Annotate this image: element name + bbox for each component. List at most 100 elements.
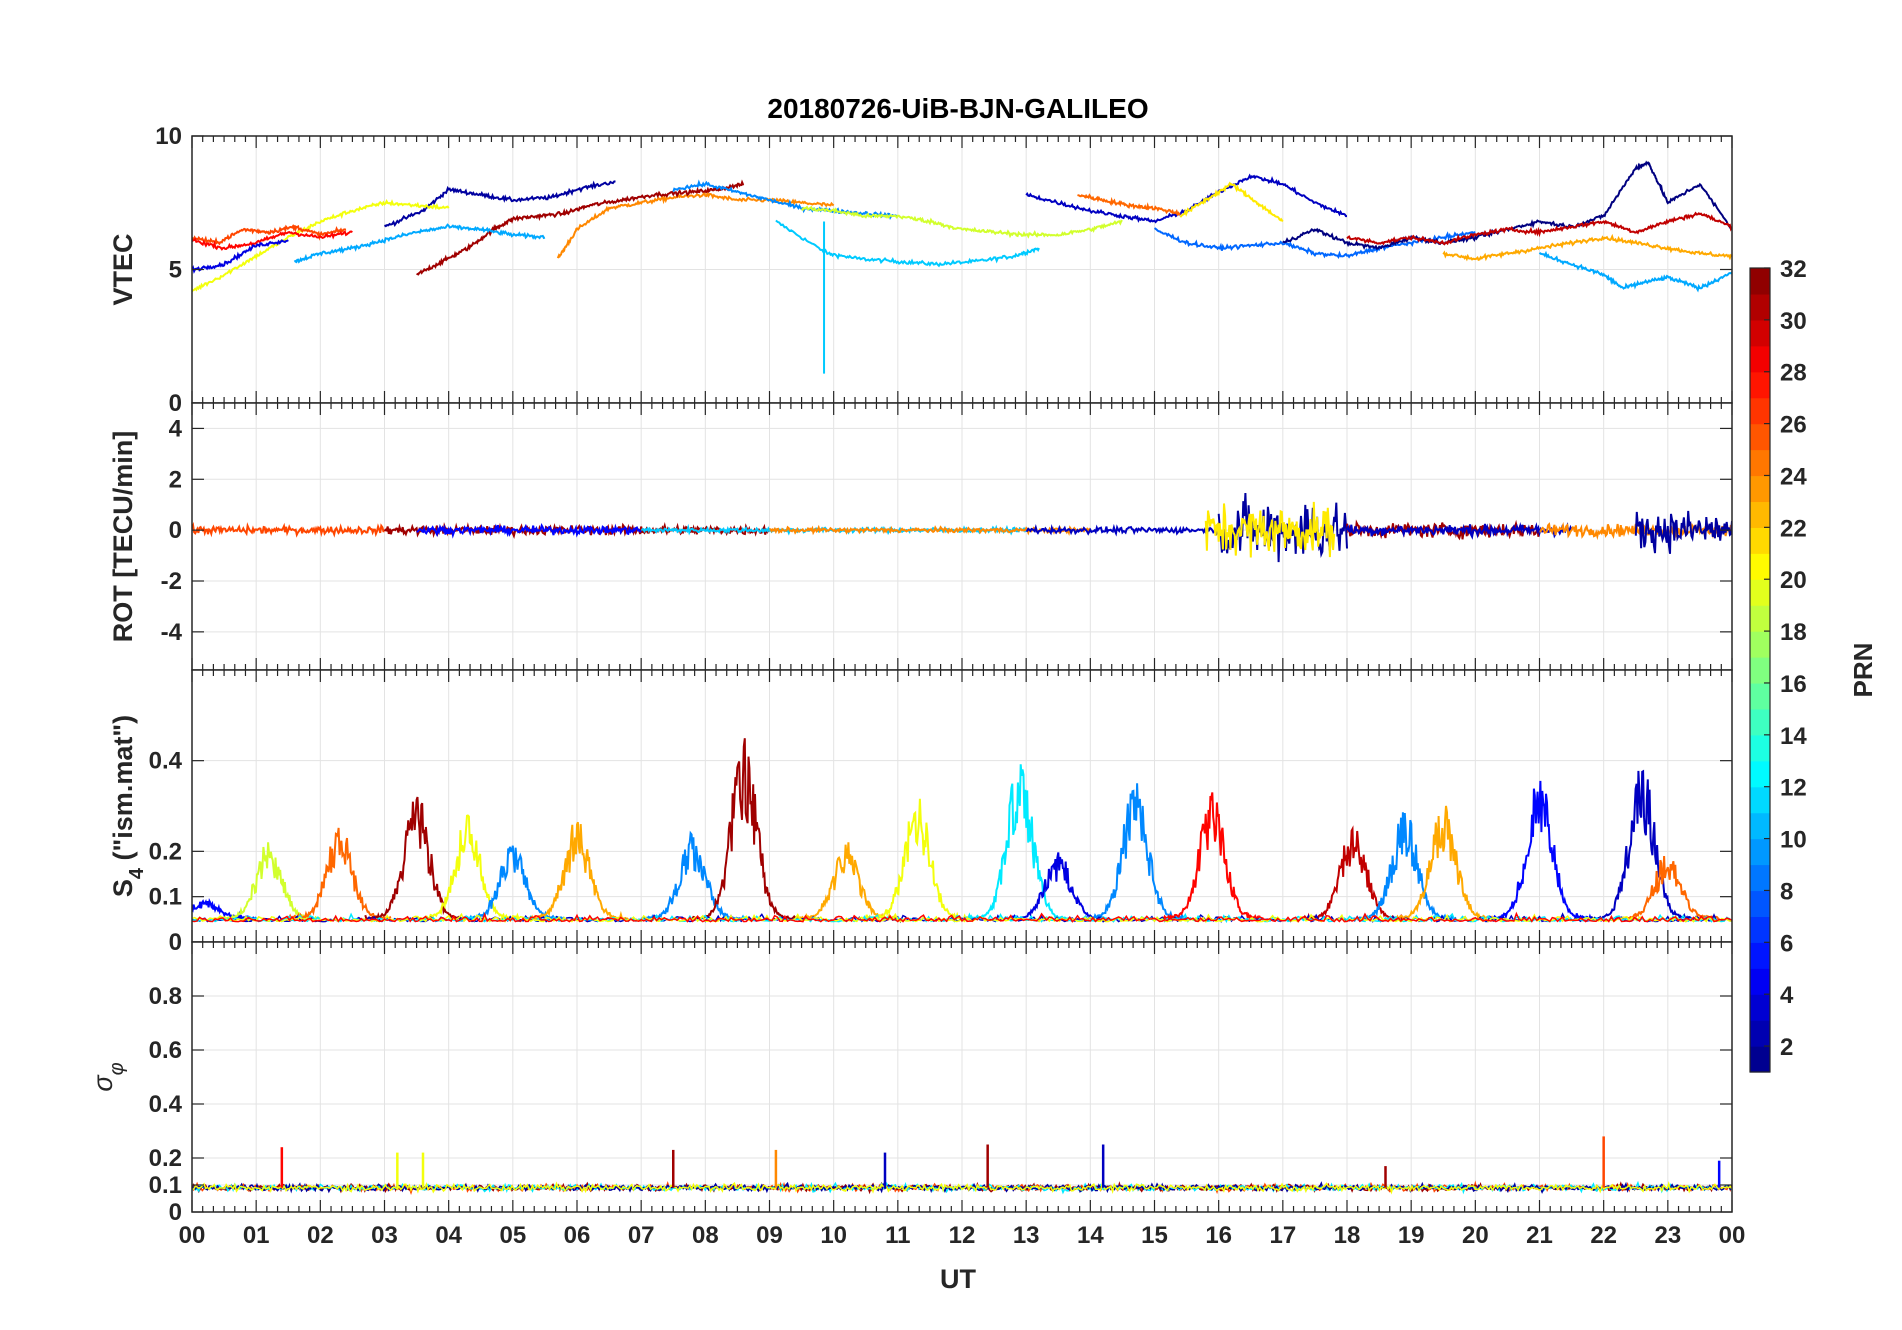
x-tick-label: 00 bbox=[179, 1222, 206, 1249]
colorbar-tick-label: 16 bbox=[1780, 671, 1807, 698]
colorbar-swatch bbox=[1750, 968, 1770, 995]
x-tick-label: 09 bbox=[756, 1222, 783, 1249]
x-tick-label: 08 bbox=[692, 1222, 719, 1249]
colorbar-swatch bbox=[1750, 268, 1770, 295]
x-tick-label: 23 bbox=[1654, 1222, 1681, 1249]
y-tick-label: 0 bbox=[169, 1199, 182, 1226]
colorbar-swatch bbox=[1750, 682, 1770, 710]
y-tick-label: 0.2 bbox=[149, 1145, 182, 1172]
vtec-series-prn-8 bbox=[1153, 227, 1476, 260]
rot-series-prn-5 bbox=[416, 523, 642, 539]
colorbar-swatch bbox=[1750, 397, 1770, 425]
colorbar-swatch bbox=[1750, 423, 1770, 451]
rot-series-prn-26 bbox=[192, 521, 385, 538]
vtec-series-prn-20 bbox=[192, 199, 450, 293]
colorbar-swatch bbox=[1750, 1046, 1770, 1073]
s4-event-prn-25 bbox=[1616, 855, 1720, 922]
colorbar-swatch bbox=[1750, 786, 1770, 814]
colorbar-swatch bbox=[1750, 553, 1770, 580]
colorbar-swatch bbox=[1750, 371, 1770, 399]
colorbar-swatch bbox=[1750, 293, 1770, 321]
chart-title: 20180726-UiB-BJN-GALILEO bbox=[767, 93, 1148, 124]
y-tick-label: -4 bbox=[161, 619, 183, 646]
colorbar-tick-label: 22 bbox=[1780, 515, 1807, 542]
colorbar-frame bbox=[1749, 267, 1771, 1073]
colorbar-swatch bbox=[1750, 605, 1770, 632]
s4-event-prn-5 bbox=[1487, 780, 1592, 921]
x-tick-label: 01 bbox=[243, 1222, 270, 1249]
y-axis-label-main: σ bbox=[88, 1074, 118, 1092]
colorbar-swatch bbox=[1750, 890, 1770, 917]
vtec-series-prn-28 bbox=[192, 230, 353, 251]
x-tick-label: 22 bbox=[1590, 1222, 1617, 1249]
colorbar-swatch bbox=[1750, 994, 1770, 1021]
colorbar-swatch bbox=[1750, 345, 1770, 373]
y-axis-label-s4: S4 ("ism.mat") bbox=[108, 715, 148, 897]
x-tick-label: 12 bbox=[949, 1222, 976, 1249]
vtec-series-prn-23 bbox=[1442, 233, 1732, 262]
colorbar-label: PRN bbox=[1848, 643, 1878, 698]
x-tick-label: 02 bbox=[307, 1222, 334, 1249]
x-tick-label: 16 bbox=[1205, 1222, 1232, 1249]
s4-event-prn-25 bbox=[287, 827, 392, 921]
y-tick-label: 0.8 bbox=[149, 983, 182, 1010]
y-tick-label: 10 bbox=[155, 123, 182, 150]
x-tick-label: 03 bbox=[371, 1222, 398, 1249]
colorbar-swatch bbox=[1750, 449, 1770, 477]
colorbar-tick-label: 26 bbox=[1780, 412, 1807, 439]
colorbar-swatch bbox=[1750, 838, 1770, 866]
colorbar-swatch bbox=[1750, 812, 1770, 840]
colorbar-tick-label: 8 bbox=[1780, 878, 1793, 905]
x-tick-label: 07 bbox=[628, 1222, 655, 1249]
x-tick-label: 20 bbox=[1462, 1222, 1489, 1249]
vtec-series-prn-25 bbox=[1077, 193, 1181, 217]
s4-event-prn-28 bbox=[1160, 792, 1264, 922]
y-tick-label: 0.6 bbox=[149, 1037, 182, 1064]
y-axis-label-sigma: σφ bbox=[88, 1062, 128, 1091]
vtec-series-prn-31 bbox=[416, 179, 745, 276]
colorbar-tick-label: 2 bbox=[1780, 1034, 1793, 1061]
panel-rot: -4 -2 0 2 4 ROT [TECU/min] bbox=[108, 402, 1733, 671]
x-tick-label: 04 bbox=[435, 1222, 462, 1249]
colorbar-swatch bbox=[1750, 475, 1770, 503]
s4-event-prn-9 bbox=[640, 830, 745, 922]
colorbar-swatch bbox=[1750, 1020, 1770, 1047]
panel-vtec: 0 5 10 VTEC bbox=[108, 123, 1733, 417]
y-tick-label: 0.2 bbox=[149, 838, 182, 865]
x-tick-label: 06 bbox=[564, 1222, 591, 1249]
colorbar-swatch bbox=[1750, 501, 1770, 528]
vtec-series-prn-26 bbox=[192, 224, 347, 246]
y-axis-label-sub: φ bbox=[106, 1062, 128, 1075]
y-tick-label: 0.1 bbox=[149, 884, 182, 911]
y-tick-label: 0.4 bbox=[149, 1091, 183, 1118]
rot-series-prn-21 bbox=[1204, 501, 1336, 558]
y-axis-label-main: S bbox=[108, 879, 138, 897]
vtec-series-prn-21 bbox=[1179, 181, 1284, 223]
colorbar-tick-label: 12 bbox=[1780, 775, 1807, 802]
y-tick-label: 5 bbox=[169, 257, 182, 284]
y-tick-label: 0.1 bbox=[149, 1172, 182, 1199]
vtec-series-prn-11 bbox=[775, 219, 1040, 268]
s4-event-prn-30 bbox=[1301, 825, 1405, 922]
rot-series-prn-3 bbox=[1026, 523, 1220, 537]
s4-event-prn-23 bbox=[1391, 805, 1496, 921]
vtec-series-prn-19 bbox=[800, 205, 1123, 239]
y-tick-label: 0.4 bbox=[149, 748, 183, 775]
y-tick-label: -2 bbox=[161, 568, 182, 595]
x-tick-label: 11 bbox=[885, 1222, 910, 1249]
colorbar-tick-label: 30 bbox=[1780, 308, 1807, 335]
colorbar-swatch bbox=[1750, 864, 1770, 892]
s4-event-prn-9 bbox=[460, 845, 566, 921]
s4-event-prn-31 bbox=[691, 738, 796, 921]
rot-series-prn-2 bbox=[1634, 510, 1732, 554]
y-tick-label: 0 bbox=[169, 929, 182, 956]
colorbar-swatch bbox=[1750, 579, 1770, 606]
x-tick-label: 21 bbox=[1526, 1222, 1553, 1249]
vtec-series-prn-9 bbox=[672, 179, 898, 220]
x-tick-label: 17 bbox=[1269, 1222, 1296, 1249]
colorbar-tick-label: 4 bbox=[1780, 982, 1794, 1009]
x-axis-label: UT bbox=[940, 1264, 976, 1294]
s4-event-prn-31 bbox=[364, 796, 469, 921]
colorbar-tick-label: 18 bbox=[1780, 619, 1807, 646]
